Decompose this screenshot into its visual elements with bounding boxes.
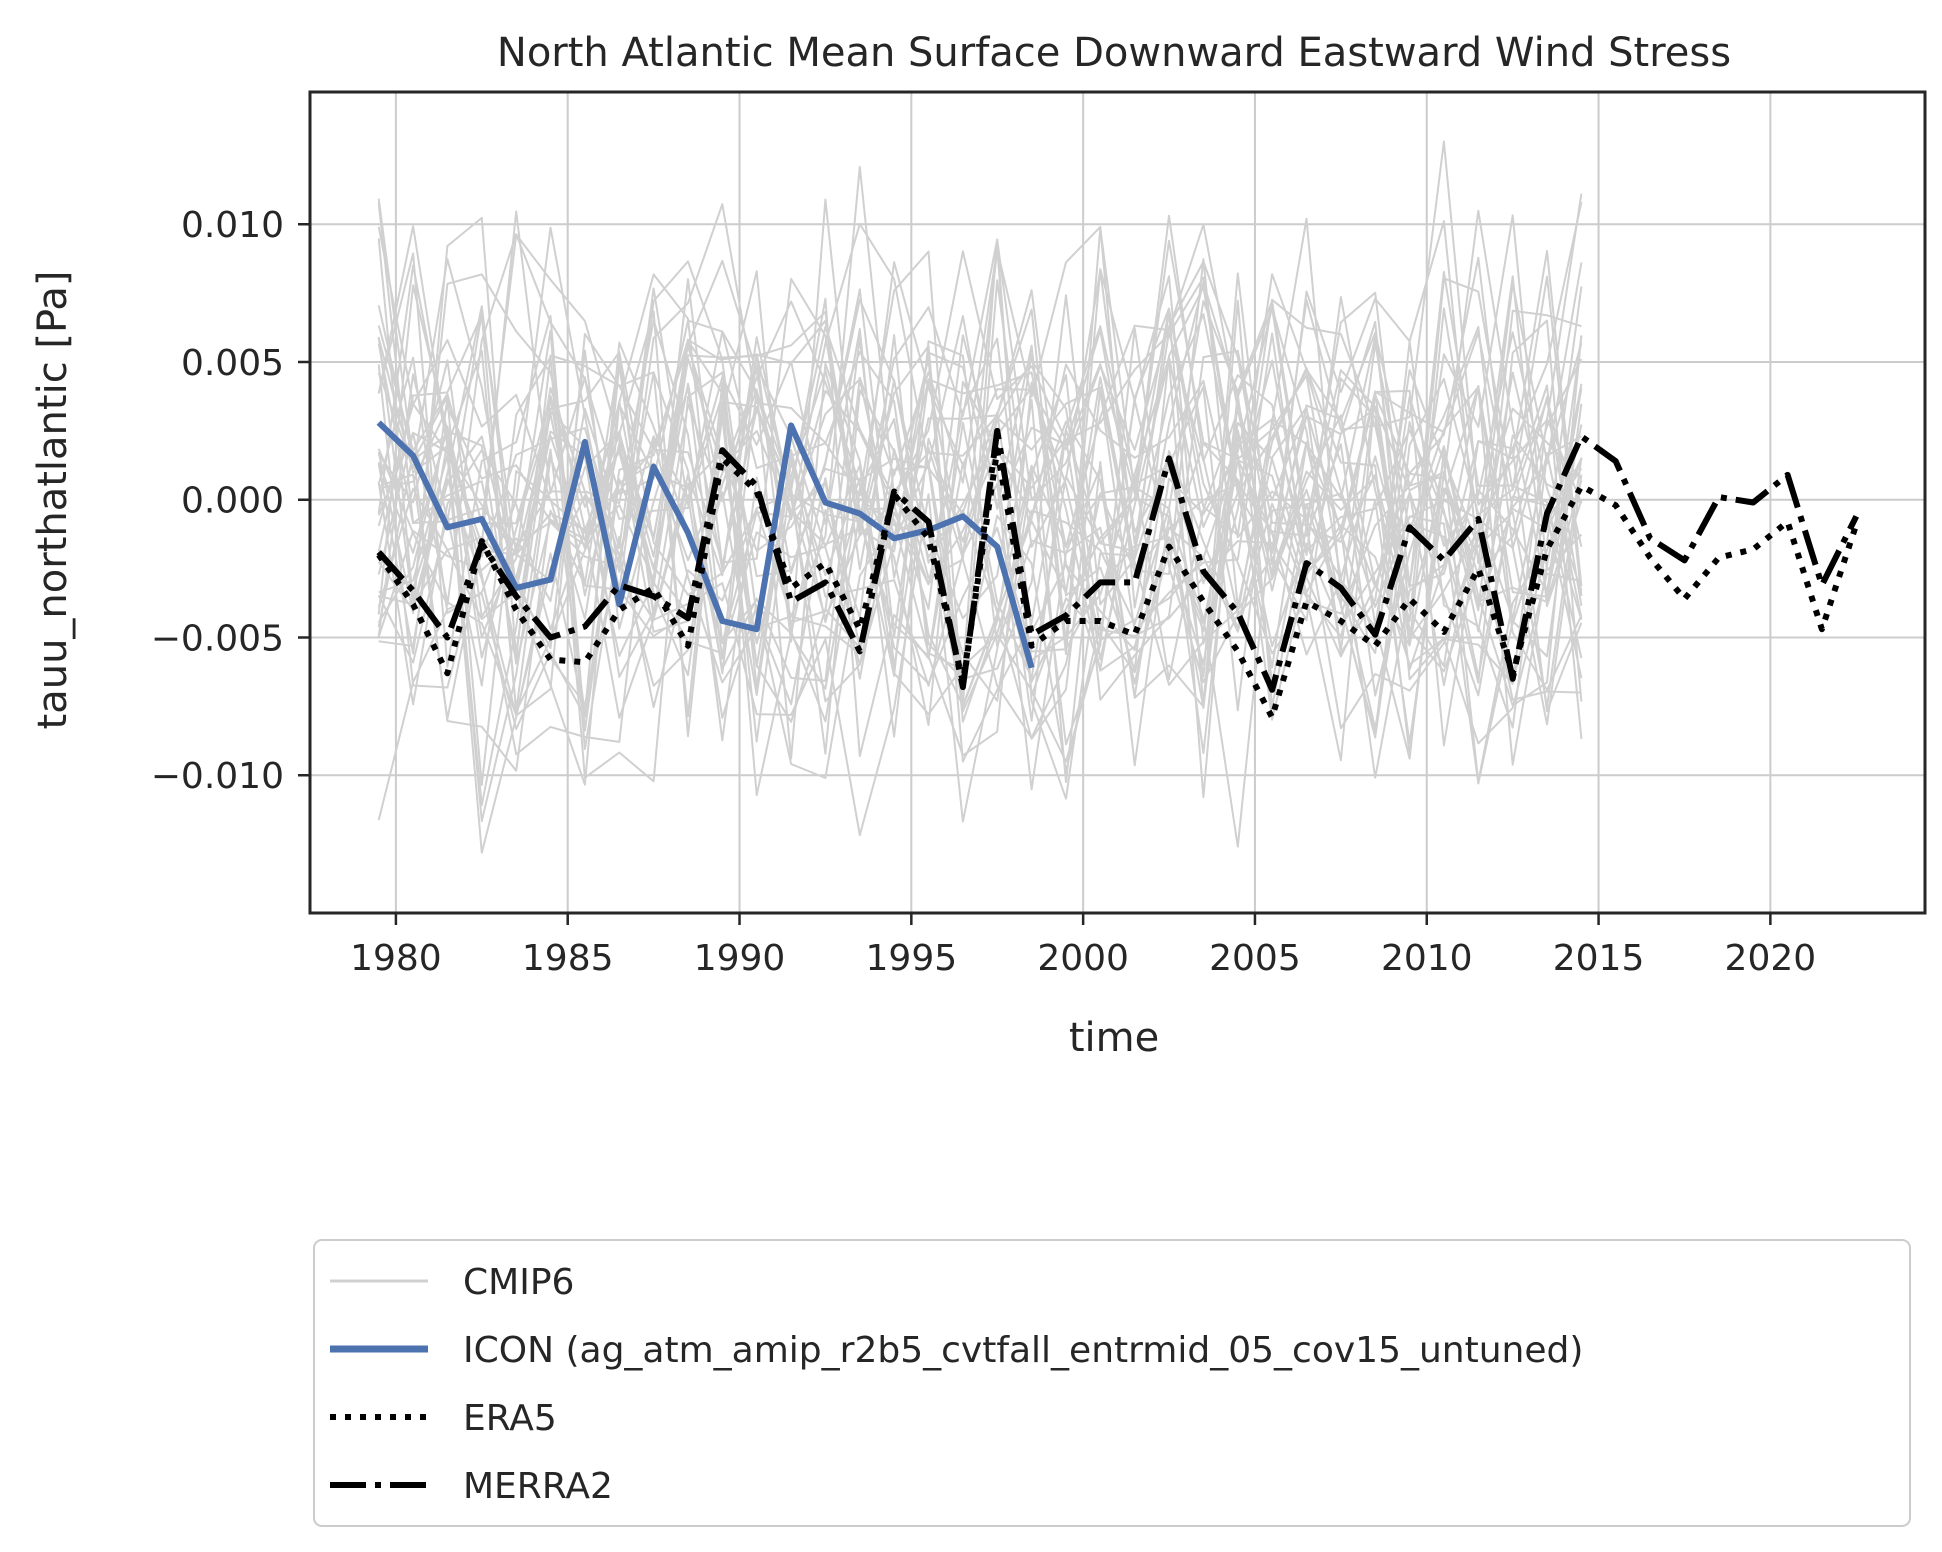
cmip6-member-line <box>378 325 1583 786</box>
y-tick-label: 0.010 <box>181 205 284 246</box>
y-tick-label: 0.000 <box>181 481 284 522</box>
cmip6-member-line <box>377 140 1583 642</box>
cmip6-member-line <box>377 201 1583 722</box>
cmip6-member-line <box>377 349 1582 783</box>
cmip6-member-line <box>377 335 1583 738</box>
cmip6-member-line <box>377 337 1583 791</box>
series-line-merra2 <box>376 427 1859 693</box>
cmip6-member-line <box>377 278 1583 755</box>
legend-label-merra2: MERRA2 <box>463 1466 613 1507</box>
y-tick-label: 0.005 <box>181 343 284 384</box>
legend-label-cmip6: CMIP6 <box>463 1262 574 1303</box>
series-line-era5 <box>376 447 1860 721</box>
x-tick-label: 1990 <box>694 938 786 979</box>
cmip6-member-line <box>377 396 1582 786</box>
x-tick-label: 2010 <box>1381 938 1473 979</box>
y-axis-label: tauu_northatlantic [Pa] <box>30 271 76 730</box>
cmip6-member-line <box>377 198 1583 712</box>
cmip6-member-line <box>377 337 1582 729</box>
cmip6-member-line <box>378 270 1583 807</box>
series-lines <box>376 420 1860 721</box>
cmip6-member-line <box>377 329 1583 757</box>
x-tick-label: 2020 <box>1725 938 1817 979</box>
x-tick-label: 2005 <box>1209 938 1301 979</box>
x-tick-label: 1980 <box>350 938 442 979</box>
cmip6-member-line <box>377 198 1583 586</box>
x-axis-label: time <box>1069 1015 1159 1061</box>
axis-ticks: 1980 1985 1990 1995 2000 2005 2010 2015 2020 0.01… <box>151 205 1816 979</box>
legend-label-icon: ICON (ag_atm_amip_r2b5_cvtfall_entrmid_0… <box>463 1330 1583 1371</box>
legend: CMIP6 ICON (ag_atm_amip_r2b5_cvtfall_ent… <box>313 1239 1911 1527</box>
x-tick-label: 2000 <box>1037 938 1129 979</box>
plot-frame <box>308 90 1927 915</box>
cmip6-member-line <box>377 286 1583 783</box>
y-tick-label: −0.010 <box>151 756 284 797</box>
x-tick-label: 1995 <box>866 938 958 979</box>
cmip6-member-line <box>377 238 1583 800</box>
legend-label-era5: ERA5 <box>463 1398 557 1439</box>
legend-frame <box>313 1239 1911 1527</box>
chart-title: North Atlantic Mean Surface Downward Eas… <box>497 30 1731 76</box>
cmip6-ensemble <box>377 140 1583 854</box>
y-tick-label: −0.005 <box>151 618 284 659</box>
x-tick-label: 1985 <box>522 938 614 979</box>
x-tick-label: 2015 <box>1553 938 1645 979</box>
cmip6-member-line <box>377 238 1583 656</box>
